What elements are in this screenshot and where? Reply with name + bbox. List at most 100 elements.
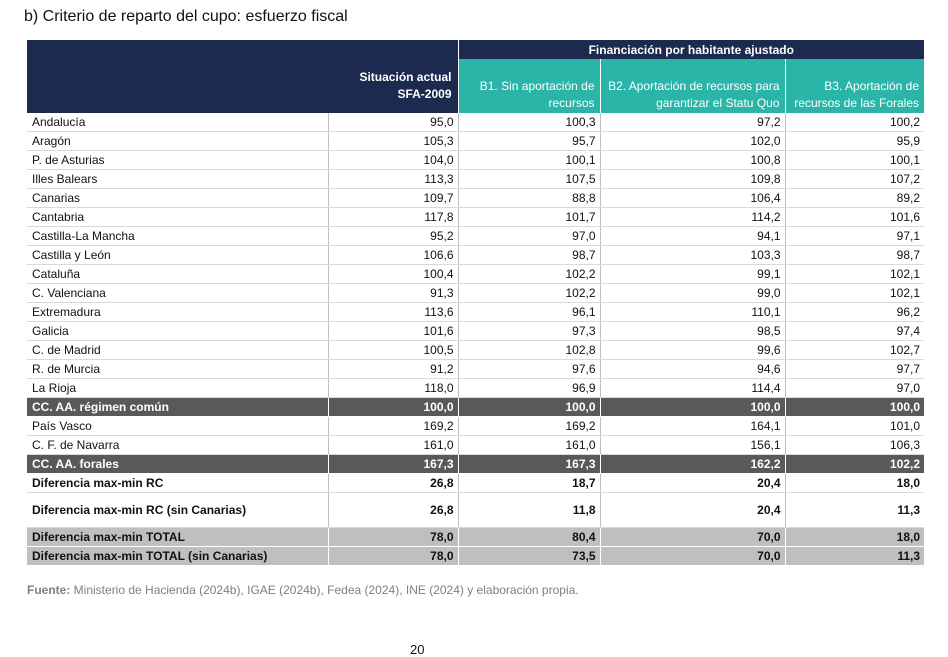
- cell-value: 100,5: [327, 340, 458, 360]
- table-row: Diferencia max-min TOTAL 78,0 80,4 70,0 18,0: [27, 527, 925, 547]
- cell-value: 18,7: [457, 473, 600, 493]
- cell-value: 97,2: [599, 113, 785, 132]
- cell-value: 106,4: [599, 188, 785, 208]
- cell-value: 96,9: [457, 378, 600, 398]
- row-label: C. de Madrid: [27, 340, 328, 360]
- table-row: Andalucía 95,0 100,3 97,2 100,2: [27, 113, 925, 132]
- cell-value: 94,1: [599, 226, 785, 246]
- cell-value: 99,1: [599, 264, 785, 284]
- cell-value: 91,2: [327, 359, 458, 379]
- cell-value: 103,3: [599, 245, 785, 265]
- row-label: Illes Balears: [27, 169, 328, 189]
- header-blank: [27, 40, 328, 59]
- row-label: Galicia: [27, 321, 328, 341]
- table-row: C. F. de Navarra 161,0 161,0 156,1 106,3: [27, 435, 925, 455]
- header-blank: [27, 59, 328, 113]
- table-row: Galicia 101,6 97,3 98,5 97,4: [27, 321, 925, 341]
- source-label: Fuente:: [27, 583, 71, 597]
- cell-value: 102,0: [599, 131, 785, 151]
- cell-value: 113,6: [327, 302, 458, 322]
- cell-value: 100,2: [784, 113, 925, 132]
- table-row: Diferencia max-min TOTAL (sin Canarias) 7…: [27, 546, 925, 566]
- cell-value: 78,0: [327, 546, 458, 566]
- row-label: CC. AA. régimen común: [27, 397, 328, 417]
- row-label: Cantabria: [27, 207, 328, 227]
- cell-value: 97,4: [784, 321, 925, 341]
- cell-value: 107,5: [457, 169, 600, 189]
- cell-value: 70,0: [599, 546, 785, 566]
- table-row: Diferencia max-min RC (sin Canarias) 26,8…: [27, 492, 925, 528]
- cell-value: 114,2: [599, 207, 785, 227]
- row-label: Cataluña: [27, 264, 328, 284]
- cell-value: 100,4: [327, 264, 458, 284]
- row-label: Castilla y León: [27, 245, 328, 265]
- header-blank: [328, 40, 458, 59]
- cell-value: 78,0: [327, 527, 458, 547]
- cell-value: 169,2: [457, 416, 600, 436]
- column-header: B2. Aportación de recursos para garantiz…: [599, 59, 785, 113]
- source-note: Fuente: Ministerio de Hacienda (2024b), …: [27, 583, 579, 597]
- cell-value: 101,6: [784, 207, 925, 227]
- cell-value: 96,1: [457, 302, 600, 322]
- cell-value: 94,6: [599, 359, 785, 379]
- cell-value: 18,0: [784, 473, 925, 493]
- cell-value: 97,6: [457, 359, 600, 379]
- row-label: La Rioja: [27, 378, 328, 398]
- cell-value: 107,2: [784, 169, 925, 189]
- column-header: Situación actual SFA-2009: [328, 59, 458, 113]
- cell-value: 18,0: [784, 527, 925, 547]
- cell-value: 20,4: [599, 473, 785, 493]
- table-row: C. de Madrid 100,5 102,8 99,6 102,7: [27, 340, 925, 360]
- page-number: 20: [410, 642, 425, 657]
- cell-value: 161,0: [457, 435, 600, 455]
- table-row: Castilla-La Mancha 95,2 97,0 94,1 97,1: [27, 226, 925, 246]
- cell-value: 102,7: [784, 340, 925, 360]
- cell-value: 101,6: [327, 321, 458, 341]
- cell-value: 106,3: [784, 435, 925, 455]
- cell-value: 110,1: [599, 302, 785, 322]
- table-row: C. Valenciana 91,3 102,2 99,0 102,1: [27, 283, 925, 303]
- row-label: CC. AA. forales: [27, 454, 328, 474]
- cell-value: 95,9: [784, 131, 925, 151]
- row-label: Canarias: [27, 188, 328, 208]
- cell-value: 70,0: [599, 527, 785, 547]
- table-row: Canarias 109,7 88,8 106,4 89,2: [27, 188, 925, 208]
- cell-value: 100,0: [599, 397, 785, 417]
- cell-value: 109,7: [327, 188, 458, 208]
- cell-value: 11,3: [784, 546, 925, 566]
- cell-value: 162,2: [599, 454, 785, 474]
- table-row: Cataluña 100,4 102,2 99,1 102,1: [27, 264, 925, 284]
- table-row: Aragón 105,3 95,7 102,0 95,9: [27, 131, 925, 151]
- table-row: CC. AA. forales 167,3 167,3 162,2 102,2: [27, 454, 925, 474]
- cell-value: 98,5: [599, 321, 785, 341]
- cell-value: 113,3: [327, 169, 458, 189]
- cell-value: 100,1: [457, 150, 600, 170]
- cell-value: 101,0: [784, 416, 925, 436]
- cell-value: 117,8: [327, 207, 458, 227]
- cell-value: 97,1: [784, 226, 925, 246]
- cell-value: 95,0: [327, 113, 458, 132]
- row-label: Diferencia max-min TOTAL: [27, 527, 328, 547]
- cell-value: 102,8: [457, 340, 600, 360]
- row-label: Diferencia max-min RC: [27, 473, 328, 493]
- table-row: P. de Asturias 104,0 100,1 100,8 100,1: [27, 150, 925, 170]
- table-row: CC. AA. régimen común 100,0 100,0 100,0 100,…: [27, 397, 925, 417]
- cell-value: 102,2: [457, 283, 600, 303]
- column-header: B1. Sin aportación de recursos: [457, 59, 600, 113]
- cell-value: 99,0: [599, 283, 785, 303]
- row-label: Diferencia max-min RC (sin Canarias): [27, 492, 328, 528]
- row-label: Diferencia max-min TOTAL (sin Canarias): [27, 546, 328, 566]
- row-label: C. F. de Navarra: [27, 435, 328, 455]
- row-label: Andalucía: [27, 113, 328, 132]
- cell-value: 100,0: [327, 397, 458, 417]
- table-row: Castilla y León 106,6 98,7 103,3 98,7: [27, 245, 925, 265]
- cell-value: 98,7: [784, 245, 925, 265]
- cell-value: 106,6: [327, 245, 458, 265]
- cell-value: 102,2: [784, 454, 925, 474]
- cell-value: 100,0: [784, 397, 925, 417]
- cell-value: 97,0: [784, 378, 925, 398]
- fiscal-effort-table: Financiación por habitante ajustado Situ…: [27, 40, 925, 566]
- cell-value: 88,8: [457, 188, 600, 208]
- cell-value: 95,7: [457, 131, 600, 151]
- cell-value: 98,7: [457, 245, 600, 265]
